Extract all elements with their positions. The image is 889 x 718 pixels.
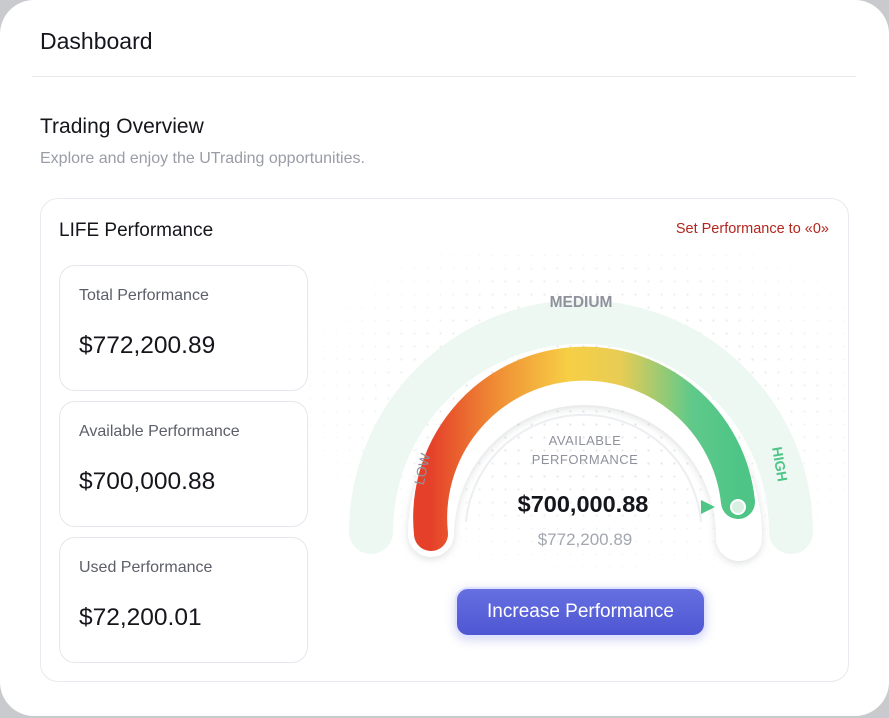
gauge-outer-band — [349, 300, 813, 554]
stat-label: Available Performance — [79, 423, 240, 440]
gauge-label-medium: MEDIUM — [550, 294, 613, 311]
gauge-label-high: HIGH — [769, 446, 791, 483]
stat-available-performance: Available Performance $700,000.88 — [59, 401, 308, 527]
section-subtitle: Explore and enjoy the UTrading opportuni… — [40, 150, 365, 167]
stat-label: Used Performance — [79, 559, 213, 576]
reset-performance-link[interactable]: Set Performance to «0» — [675, 221, 829, 237]
gauge-center-total: $772,200.89 — [538, 530, 633, 549]
performance-card: LIFE Performance Set Performance to «0» … — [40, 198, 849, 682]
gauge-knob — [730, 499, 746, 515]
stat-label: Total Performance — [79, 287, 209, 304]
performance-gauge: MEDIUM LOW HIGH AVAILABLE PERFORMANCE $7… — [349, 294, 813, 561]
stat-used-performance: Used Performance $72,200.01 — [59, 537, 308, 663]
gauge-caption-line2: PERFORMANCE — [532, 452, 639, 467]
stat-value: $700,000.88 — [79, 468, 216, 495]
gauge-center-value: $700,000.88 — [518, 491, 649, 517]
header-divider — [32, 76, 856, 77]
card-title: LIFE Performance — [59, 220, 214, 241]
gauge-label-low: LOW — [411, 451, 433, 486]
gauge-pointer-icon — [701, 500, 715, 514]
stat-value: $772,200.89 — [79, 332, 216, 359]
gauge-inner-ring — [465, 413, 702, 523]
section-title: Trading Overview — [40, 115, 204, 138]
page-title: Dashboard — [40, 28, 153, 54]
gauge-caption-line1: AVAILABLE — [549, 433, 622, 448]
stat-value: $72,200.01 — [79, 604, 202, 631]
gauge-value-arc — [413, 346, 755, 551]
increase-performance-button[interactable]: Increase Performance — [455, 587, 706, 637]
stat-total-performance: Total Performance $772,200.89 — [59, 265, 308, 391]
